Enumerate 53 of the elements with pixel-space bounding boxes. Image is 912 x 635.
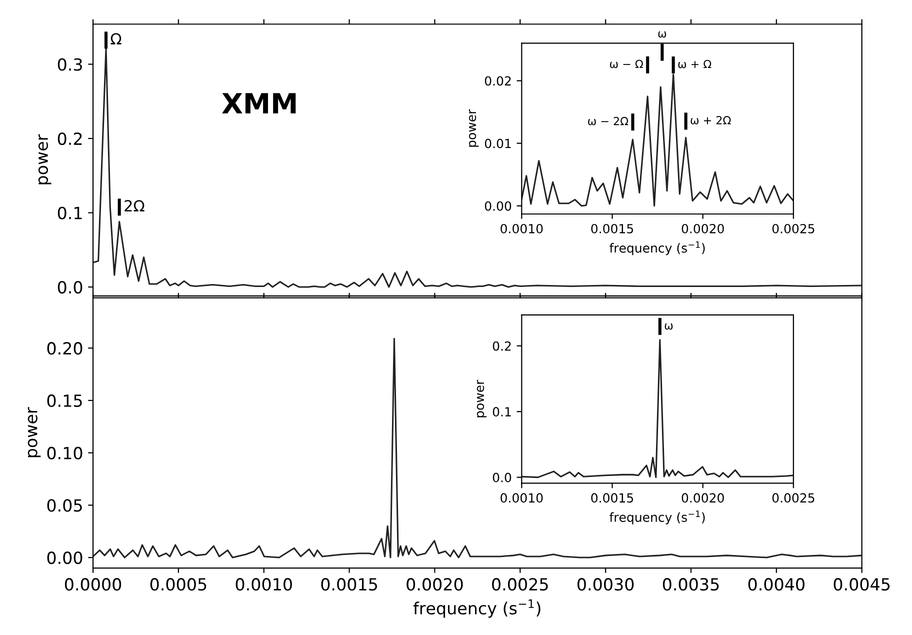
annotation: ω + Ω [678, 60, 712, 68]
annotation: Ω [110, 33, 122, 44]
x-tick-label: 0.0020 [682, 493, 724, 503]
x-tick-label: 0.0005 [150, 578, 206, 591]
y-tick-label: 0.00 [47, 551, 82, 564]
y-axis-title: power [38, 134, 52, 184]
y-tick-label: 0.0 [58, 280, 82, 294]
x-tick-label: 0.0000 [64, 578, 122, 591]
y-tick-label: 0.05 [47, 499, 82, 512]
x-tick-label: 0.0015 [591, 493, 634, 503]
y-axis-title: power [468, 109, 479, 147]
y-tick-label: 0.00 [484, 201, 512, 211]
x-tick-label: 0.0025 [492, 578, 548, 591]
x-tick-label: 0.0010 [500, 493, 543, 503]
y-tick-label: 0.15 [47, 394, 82, 408]
x-tick-label: 0.0020 [406, 578, 463, 591]
y-axis-title: power [476, 380, 487, 418]
annotation: ω [664, 323, 673, 330]
x-axis-title: frequency (s$^{−1}$) [610, 241, 705, 256]
x-tick-label: 0.0035 [662, 578, 719, 591]
x-tick-label: 0.0015 [591, 224, 634, 234]
line-series [93, 48, 862, 288]
x-tick-label: 0.0030 [578, 578, 634, 591]
y-axis-title: power [28, 407, 41, 458]
annotation: ω + 2Ω [690, 116, 731, 124]
line-series [522, 74, 794, 207]
annotation: ω − Ω [610, 60, 643, 68]
x-tick-label: 0.0010 [500, 224, 543, 234]
x-tick-label: 0.0045 [834, 578, 890, 591]
x-axis-title: frequency (s$^{−1}$) [413, 599, 540, 618]
y-tick-label: 0.1 [492, 407, 511, 417]
y-tick-label: 0.02 [484, 76, 511, 86]
x-tick-label: 0.0040 [748, 578, 804, 591]
y-tick-label: 0.2 [58, 132, 82, 146]
y-tick-label: 0.2 [492, 341, 511, 351]
x-tick-label: 0.0025 [772, 224, 814, 234]
y-tick-label: 0.01 [484, 138, 511, 148]
x-tick-label: 0.0020 [682, 224, 724, 234]
annotation: 2Ω [124, 200, 144, 212]
x-tick-label: 0.0015 [321, 578, 377, 591]
y-tick-label: 0.0 [492, 472, 512, 482]
annotation: XMM [222, 93, 296, 114]
x-tick-label: 0.0010 [236, 578, 292, 591]
y-tick-label: 0.20 [47, 342, 82, 355]
y-tick-label: 0.10 [47, 446, 82, 460]
line-series [93, 338, 862, 558]
x-axis-title: frequency (s$^{−1}$) [610, 510, 705, 524]
annotation: ω [658, 31, 666, 38]
annotation: ω − 2Ω [588, 116, 628, 126]
y-tick-label: 0.3 [58, 58, 82, 71]
line-series [522, 339, 794, 478]
y-tick-label: 0.1 [58, 206, 82, 220]
x-tick-label: 0.0025 [772, 493, 814, 503]
